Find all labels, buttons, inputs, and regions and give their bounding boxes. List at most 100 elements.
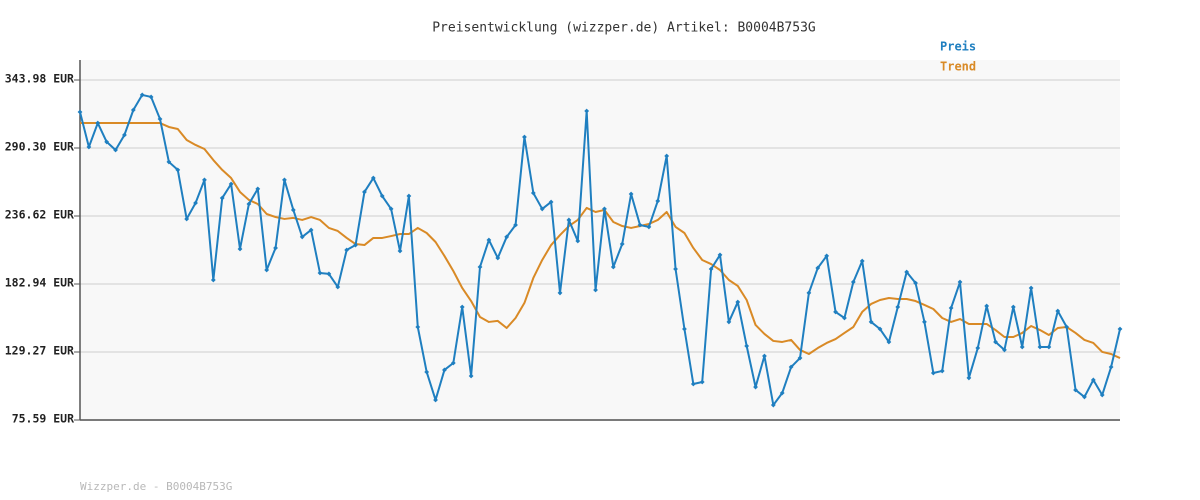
point-marker (984, 303, 990, 309)
point-marker (237, 246, 243, 252)
point-marker (930, 370, 936, 376)
point-marker (139, 92, 145, 98)
point-marker (290, 207, 296, 213)
point-marker (842, 315, 847, 321)
point-marker (637, 222, 643, 228)
point-marker (210, 277, 216, 283)
point-marker (735, 299, 741, 305)
y-tick-label: 129.27 EUR (5, 343, 74, 357)
point-marker (966, 375, 972, 381)
point-marker (602, 206, 607, 212)
point-marker (1055, 308, 1061, 314)
point-marker (86, 144, 92, 150)
point-marker (379, 193, 385, 199)
point-marker (744, 343, 750, 349)
point-marker (859, 258, 865, 264)
y-tick-label: 182.94 EUR (5, 276, 74, 290)
point-marker (522, 134, 527, 140)
point-marker (779, 390, 785, 396)
plot-background (80, 60, 1120, 420)
point-marker (273, 245, 278, 251)
point-marker (513, 222, 518, 228)
point-marker (157, 116, 163, 122)
point-marker (264, 267, 270, 273)
point-marker (1019, 344, 1025, 350)
point-marker (193, 200, 198, 206)
point-marker (682, 326, 687, 332)
point-marker (184, 216, 190, 222)
point-marker (450, 360, 456, 366)
point-marker (335, 284, 341, 290)
point-marker (726, 319, 732, 325)
point-marker (228, 181, 234, 187)
point-marker (477, 264, 483, 270)
point-marker (717, 252, 723, 258)
point-marker (202, 177, 207, 183)
point-marker (788, 364, 794, 370)
y-tick-label: 290.30 EUR (5, 140, 74, 154)
point-marker (708, 266, 714, 272)
point-marker (904, 269, 910, 275)
y-tick-label: 75.59 EUR (12, 412, 74, 426)
point-marker (673, 266, 678, 272)
point-marker (957, 279, 963, 285)
point-marker (486, 237, 492, 243)
point-marker (557, 290, 563, 296)
point-marker (655, 198, 661, 204)
point-marker (975, 345, 981, 351)
point-marker (504, 234, 510, 240)
point-marker (317, 270, 323, 276)
point-marker (753, 384, 758, 390)
point-marker (113, 147, 118, 153)
point-marker (1046, 344, 1052, 350)
point-marker (895, 304, 901, 310)
point-marker (104, 139, 110, 145)
point-marker (886, 339, 892, 345)
point-marker (628, 191, 634, 197)
point-marker (282, 177, 287, 183)
point-marker (1082, 394, 1087, 400)
point-marker (255, 186, 261, 192)
point-marker (95, 120, 101, 126)
point-marker (433, 397, 438, 403)
chart-title: Preisentwicklung (wizzper.de) Artikel: B… (432, 21, 816, 36)
point-marker (833, 309, 838, 315)
point-marker (770, 402, 776, 408)
point-marker (593, 287, 598, 293)
point-marker (797, 355, 803, 361)
point-marker (806, 290, 812, 296)
point-marker (922, 319, 927, 325)
legend-label: Trend (940, 60, 976, 74)
series-line (80, 122, 1121, 359)
point-marker (646, 224, 652, 230)
point-marker (219, 195, 225, 201)
point-marker (1090, 377, 1096, 383)
point-marker (388, 206, 394, 212)
legend-label: Preis (940, 40, 976, 54)
point-marker (539, 206, 545, 212)
point-marker (1099, 392, 1105, 398)
point-marker (442, 367, 447, 373)
point-marker (993, 339, 998, 345)
point-marker (326, 271, 332, 277)
point-marker (664, 153, 670, 159)
point-marker (1002, 347, 1007, 353)
point-marker (308, 227, 314, 233)
point-marker (362, 189, 367, 195)
point-marker (424, 369, 430, 375)
point-marker (690, 381, 696, 387)
point-marker (566, 217, 572, 223)
point-marker (1028, 285, 1034, 291)
point-marker (1117, 326, 1123, 332)
point-marker (495, 255, 501, 261)
point-marker (130, 107, 136, 113)
point-marker (939, 368, 945, 374)
point-marker (148, 94, 154, 100)
point-marker (344, 247, 350, 253)
point-marker (548, 199, 554, 205)
point-marker (353, 242, 358, 248)
point-marker (699, 379, 705, 385)
point-marker (877, 326, 883, 332)
point-marker (815, 265, 821, 271)
point-marker (122, 132, 127, 138)
